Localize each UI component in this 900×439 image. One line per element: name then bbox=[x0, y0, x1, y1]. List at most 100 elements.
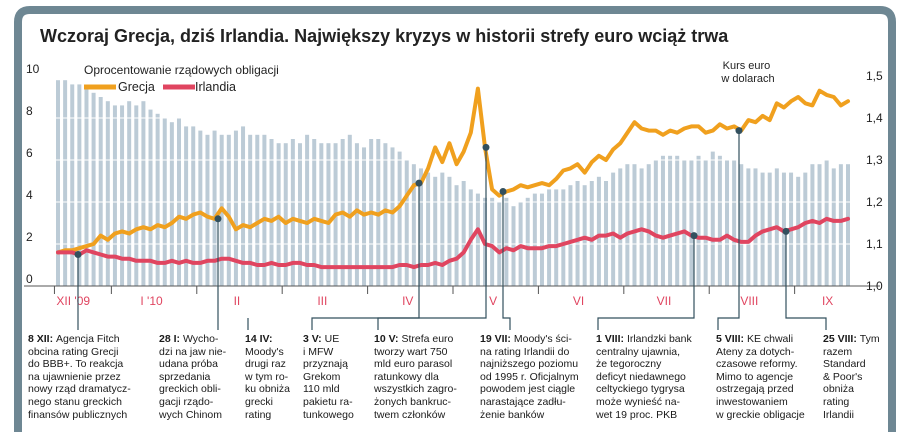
annotation-line: Mimo to agencje bbox=[716, 370, 794, 383]
eurusd-bar bbox=[141, 101, 146, 286]
eurusd-bar bbox=[660, 155, 665, 286]
annotation-line: tworzy wart 750 bbox=[374, 345, 448, 358]
annotation-markers bbox=[74, 127, 827, 330]
annotation-line: na rating Irlandii do bbox=[480, 345, 570, 358]
left-tick-label: 8 bbox=[26, 104, 33, 118]
annotation-leader-line bbox=[785, 231, 827, 330]
month-label: VII bbox=[657, 294, 672, 308]
eurusd-bar bbox=[796, 176, 801, 286]
annotation-line: do BBB+. To reakcja bbox=[28, 358, 124, 371]
legend: Grecja Irlandia bbox=[84, 80, 236, 94]
eurusd-bar bbox=[105, 101, 110, 286]
eurusd-bar bbox=[746, 168, 751, 286]
eurusd-bar bbox=[646, 164, 651, 286]
annotation-text: 10 V: Strefa euro tworzy wart 750 mld euro… bbox=[374, 333, 474, 421]
eurusd-bar bbox=[98, 97, 103, 286]
page-title: Wczoraj Grecja, dziś Irlandia. Największ… bbox=[40, 26, 729, 46]
annotation-line: & Poor's bbox=[823, 370, 863, 383]
annotation-line: wet 19 proc. PKB bbox=[596, 408, 678, 421]
eurusd-bar bbox=[817, 164, 822, 286]
right-tick-label: 1,5 bbox=[866, 69, 883, 83]
eurusd-bar bbox=[717, 155, 722, 286]
annotation-line: na ujawnienie przez bbox=[28, 370, 121, 383]
annotation-line: greckich obli- bbox=[159, 383, 221, 396]
annotation-line: że tegoroczny bbox=[596, 358, 662, 371]
eurusd-bar bbox=[824, 160, 829, 286]
eurusd-bar bbox=[184, 126, 189, 287]
annotation-text: 1 VIII: Irlandzki bank centralny ujawnia,… bbox=[596, 333, 711, 421]
month-label: II bbox=[234, 294, 241, 308]
eurusd-bar bbox=[290, 139, 295, 286]
eurusd-bar bbox=[148, 109, 153, 286]
eurusd-bar bbox=[134, 105, 139, 287]
annotation-line: Ateny za dotych- bbox=[716, 345, 795, 358]
eurusd-bar bbox=[703, 160, 708, 286]
eurusd-bar bbox=[305, 134, 310, 286]
annotation-text: 25 VIII: Tym razem Standard & Poor's obniża… bbox=[823, 333, 885, 421]
annotation-date: 5 VIII: bbox=[716, 333, 747, 345]
eurusd-bar bbox=[710, 151, 715, 286]
annotation-line: deficyt niedawnego bbox=[596, 370, 686, 383]
eurusd-bars bbox=[56, 80, 850, 287]
annotation-line: przyznają bbox=[303, 358, 348, 371]
eurusd-bar bbox=[753, 168, 758, 286]
annotation-date: 3 V: bbox=[303, 333, 325, 345]
annotation-line: gacji rządo- bbox=[159, 395, 214, 408]
annotation-line: dzi na jaw nie- bbox=[159, 345, 227, 358]
annotation-text: 19 VII: Moody's ści-na rating Irlandii d… bbox=[480, 333, 580, 421]
eurusd-bar bbox=[255, 134, 260, 286]
annotation-line: nego stanu greckich bbox=[28, 395, 122, 408]
annotation-line: może wynieść na- bbox=[596, 395, 681, 408]
annotation-line: narastające zadłu- bbox=[480, 395, 566, 408]
annotation-line: nowy rząd dramatycz- bbox=[28, 383, 131, 396]
eurusd-bar bbox=[269, 139, 274, 286]
annotation-line: Strefa euro bbox=[401, 333, 454, 345]
annotation-leader-line bbox=[502, 191, 511, 330]
eurusd-bar bbox=[739, 164, 744, 286]
annotation-line: ku obniża bbox=[245, 383, 290, 396]
eurusd-bar bbox=[454, 185, 459, 286]
eurusd-bar bbox=[554, 189, 559, 286]
annotation-line: sprzedania bbox=[159, 370, 211, 383]
right-tick-label: 1,0 bbox=[866, 279, 883, 293]
left-tick-label: 4 bbox=[26, 188, 33, 202]
eurusd-bar bbox=[411, 164, 416, 286]
eurusd-bar bbox=[248, 134, 253, 286]
series-line-greece bbox=[56, 86, 850, 255]
annotation-line: Wycho- bbox=[182, 333, 219, 345]
legend-greece-label: Grecja bbox=[118, 80, 155, 94]
annotation-line: w greckie obligacje bbox=[716, 408, 805, 421]
left-tick-label: 2 bbox=[26, 230, 33, 244]
left-tick-label: 0 bbox=[26, 272, 33, 286]
annotation-leader-line bbox=[311, 183, 420, 330]
annotation-text: 8 XII: Agencja Fitch obcina rating Grecji… bbox=[28, 333, 158, 421]
eurusd-bar bbox=[77, 84, 82, 287]
annotation-leader-line bbox=[717, 130, 740, 330]
eurusd-bar bbox=[63, 80, 68, 286]
eurusd-bar bbox=[212, 130, 217, 286]
eurusd-bar bbox=[297, 143, 302, 286]
eurusd-bar bbox=[653, 160, 658, 286]
eurusd-bar bbox=[91, 92, 96, 286]
annotation-date: 28 I: bbox=[159, 333, 183, 345]
eurusd-bar bbox=[383, 143, 388, 286]
annotation-line: Tym razem bbox=[823, 333, 880, 358]
annotation-date: 8 XII: bbox=[28, 333, 57, 345]
month-label: IV bbox=[402, 294, 413, 308]
annotation-line: rating bbox=[823, 395, 850, 408]
annotation-line: ratunkowy dla bbox=[374, 370, 439, 383]
annotation-line: finansów publicznych bbox=[28, 408, 128, 421]
eurusd-bar bbox=[625, 164, 630, 286]
eurusd-bar bbox=[56, 80, 60, 286]
left-tick-label: 10 bbox=[26, 62, 40, 76]
eurusd-bar bbox=[461, 181, 466, 286]
eurusd-bar bbox=[347, 134, 352, 286]
eurusd-bar bbox=[846, 164, 850, 286]
eurusd-bar bbox=[169, 122, 174, 286]
annotation-line: i MFW bbox=[303, 345, 334, 358]
eurusd-bar bbox=[547, 189, 552, 286]
eurusd-bar bbox=[725, 160, 730, 286]
eurusd-bar bbox=[262, 134, 267, 286]
annotation-line: inwestowaniem bbox=[716, 395, 788, 408]
